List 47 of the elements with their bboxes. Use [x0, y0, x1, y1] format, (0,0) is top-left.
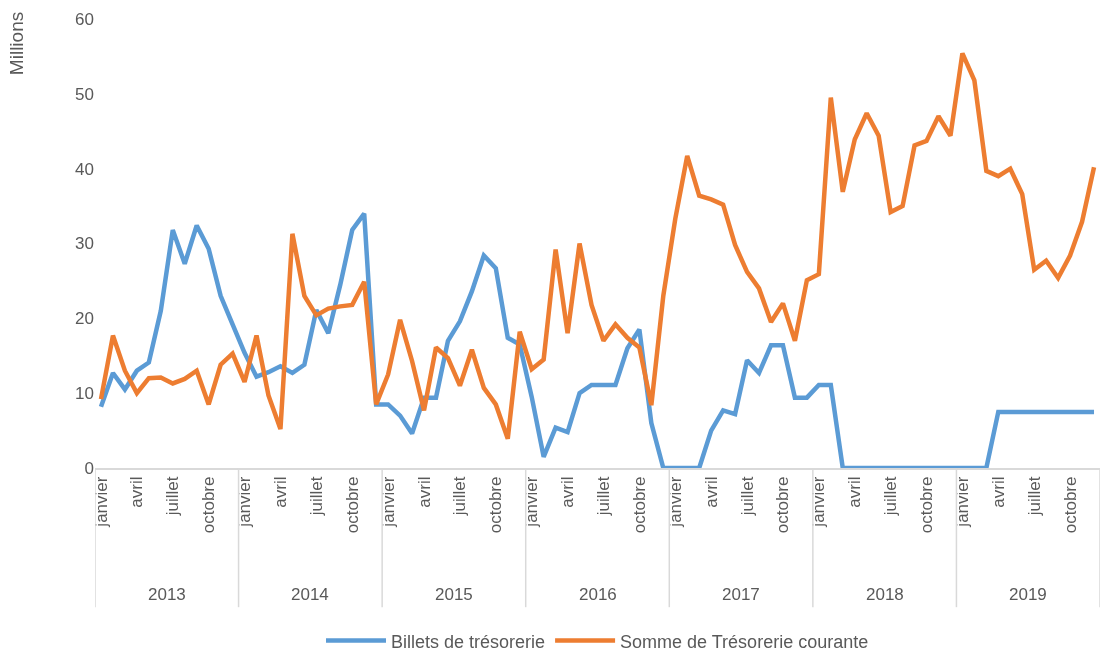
x-tick-label: avril [127, 476, 147, 508]
x-tick-label: janvier [91, 476, 111, 528]
x-tick-label: janvier [378, 476, 398, 528]
x-tick-label: octobre [773, 476, 793, 534]
text: 2017 [722, 585, 760, 604]
text: 2013 [148, 585, 186, 604]
line-series [98, 51, 1097, 442]
x-tick-label: juillet [163, 476, 183, 517]
legend-label: Somme de Trésorerie courante [620, 631, 869, 652]
x-tick-label: janvier [952, 476, 972, 528]
x-tick-label: avril [270, 476, 290, 508]
text: 2019 [1009, 585, 1047, 604]
y-tick-label: 40 [75, 159, 94, 179]
text: 2018 [866, 585, 904, 604]
x-tick-label: juillet [306, 476, 326, 517]
x-tick-label: octobre [629, 476, 649, 534]
x-tick-label: avril [701, 476, 721, 508]
legend-label: Billets de trésorerie [391, 631, 546, 652]
text: 2016 [579, 585, 617, 604]
y-tick-label: 60 [75, 9, 94, 29]
x-tick-label: avril [845, 476, 865, 508]
x-tick-label: avril [988, 476, 1008, 508]
x-tick-label: janvier [809, 476, 829, 528]
x-tick-label: avril [414, 476, 434, 508]
x-tick-label: octobre [1060, 476, 1080, 534]
x-tick-label: juillet [737, 476, 757, 517]
y-tick-label: 10 [75, 384, 94, 404]
x-tick-label: octobre [486, 476, 506, 534]
x-tick-label: janvier [665, 476, 685, 528]
y-tick-label: 0 [84, 458, 94, 478]
line-series [98, 211, 1097, 468]
text: 2014 [291, 585, 329, 604]
y-tick-label: 20 [75, 309, 94, 329]
x-tick-label: octobre [917, 476, 937, 534]
y-tick-label: 50 [75, 84, 94, 104]
y-axis-title: Millions [6, 11, 28, 76]
x-tick-label: avril [558, 476, 578, 508]
x-tick-label: juillet [881, 476, 901, 517]
x-tick-label: juillet [1024, 476, 1044, 517]
x-tick-label: octobre [199, 476, 219, 534]
x-tick-label: juillet [450, 476, 470, 517]
text: 2015 [435, 585, 473, 604]
x-tick-label: janvier [522, 476, 542, 528]
x-tick-label: juillet [594, 476, 614, 517]
y-tick-label: 30 [75, 234, 94, 254]
x-tick-label: octobre [342, 476, 362, 534]
x-tick-label: janvier [235, 476, 255, 528]
